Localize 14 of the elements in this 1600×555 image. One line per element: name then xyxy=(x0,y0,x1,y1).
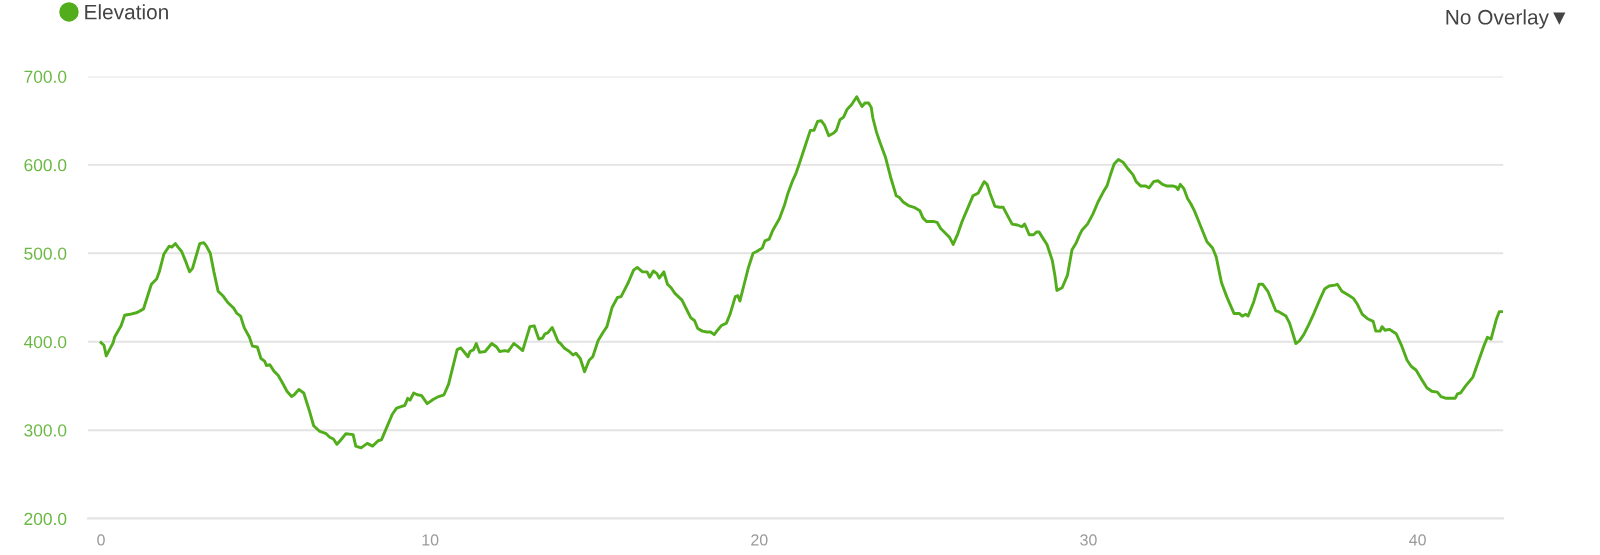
y-tick-label: 700.0 xyxy=(24,70,67,83)
legend-label: Elevation xyxy=(85,4,168,20)
x-tick-label: 30 xyxy=(1080,534,1097,546)
x-tick-label: 40 xyxy=(1409,534,1426,546)
y-tick-label: 600.0 xyxy=(24,159,67,172)
text: No Overlay▼ xyxy=(1446,9,1566,29)
line-series xyxy=(99,95,1504,450)
y-tick-label: 400.0 xyxy=(23,335,67,349)
x-tick-label: 20 xyxy=(751,534,768,546)
y-tick-label: 200.0 xyxy=(24,512,67,526)
x-tick-label: 0 xyxy=(97,534,105,546)
y-tick-label: 500.0 xyxy=(24,247,67,260)
y-tick-label: 300.0 xyxy=(24,424,67,437)
x-tick-label: 10 xyxy=(422,534,439,546)
